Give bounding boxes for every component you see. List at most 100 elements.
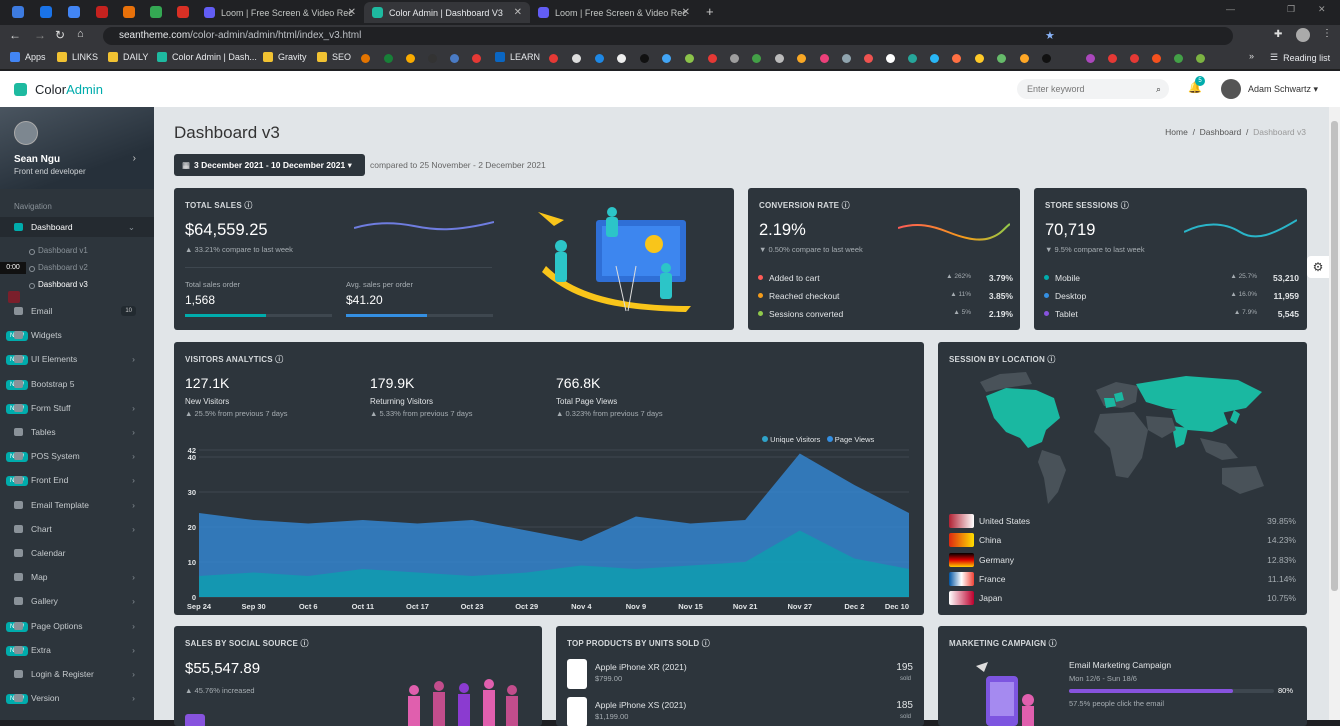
bookmark-icon[interactable]: [450, 54, 459, 63]
bookmark-icon[interactable]: [361, 54, 370, 63]
sidebar-item-ui-elements[interactable]: UI ElementsNEW›: [0, 349, 154, 369]
bookmark-icon[interactable]: [685, 54, 694, 63]
bookmark-link[interactable]: LEARN: [495, 52, 540, 62]
sidebar-subitem[interactable]: Dashboard v1: [38, 246, 88, 255]
restore-button[interactable]: ❐: [1287, 4, 1295, 15]
bookmark-folder[interactable]: SEO: [317, 52, 351, 62]
bookmark-icon[interactable]: [930, 54, 939, 63]
close-window-button[interactable]: ✕: [1318, 4, 1326, 15]
bookmark-icon[interactable]: [842, 54, 851, 63]
sidebar-item-tables[interactable]: Tables›: [0, 422, 154, 442]
bookmark-icon[interactable]: [775, 54, 784, 63]
browser-tab-active[interactable]: Color Admin | Dashboard V3✕: [364, 2, 530, 23]
bookmark-icon[interactable]: [1042, 54, 1051, 63]
sidebar-item-widgets[interactable]: WidgetsNEW: [0, 325, 154, 345]
gmail-tab-icon[interactable]: [96, 6, 108, 18]
info-icon[interactable]: ⓘ: [244, 201, 252, 210]
user-menu[interactable]: Adam Schwartz ▾: [1248, 84, 1318, 95]
bookmark-icon[interactable]: [662, 54, 671, 63]
info-icon[interactable]: ⓘ: [1049, 639, 1057, 648]
sidebar-item-version[interactable]: VersionNEW›: [0, 688, 154, 708]
date-range-button[interactable]: ▦3 December 2021 - 10 December 2021 ▾: [174, 154, 365, 176]
user-avatar[interactable]: [1221, 79, 1241, 99]
bookmark-apps[interactable]: Apps: [10, 52, 46, 62]
minimize-button[interactable]: —: [1226, 4, 1235, 14]
search-input[interactable]: Enter keyword⌕: [1017, 79, 1169, 99]
pinned-tab-icon[interactable]: [40, 6, 52, 18]
pinned-tab-icon[interactable]: [12, 6, 24, 18]
product-name[interactable]: Apple iPhone XS (2021): [595, 700, 686, 710]
bookmark-icon[interactable]: [1108, 54, 1117, 63]
pinned-tab-icon[interactable]: [150, 6, 162, 18]
scrollbar-thumb[interactable]: [1331, 121, 1338, 591]
bookmark-star-icon[interactable]: ★: [1045, 29, 1055, 42]
pinned-tab-icon[interactable]: [123, 6, 135, 18]
page-scrollbar[interactable]: [1329, 107, 1340, 720]
browser-tab[interactable]: Loom | Free Screen & Video Rec✕: [196, 2, 364, 23]
back-icon[interactable]: ←: [9, 28, 21, 42]
profile-avatar[interactable]: [1296, 28, 1310, 42]
reload-icon[interactable]: ↻: [55, 28, 65, 42]
bookmark-icon[interactable]: [1020, 54, 1029, 63]
close-tab-icon[interactable]: ✕: [514, 7, 522, 18]
sidebar-item-front-end[interactable]: Front EndNEW›: [0, 470, 154, 490]
sidebar-item-chart[interactable]: Chart›: [0, 519, 154, 539]
bookmark-icon[interactable]: [730, 54, 739, 63]
info-icon[interactable]: ⓘ: [1047, 355, 1055, 364]
bookmark-icon[interactable]: [886, 54, 895, 63]
bookmark-icon[interactable]: [572, 54, 581, 63]
bookmark-icon[interactable]: [975, 54, 984, 63]
bookmark-icon[interactable]: [1174, 54, 1183, 63]
bookmark-icon[interactable]: [1196, 54, 1205, 63]
bookmark-folder[interactable]: LINKS: [57, 52, 98, 62]
home-icon[interactable]: ⌂: [77, 28, 84, 40]
bookmark-link[interactable]: Color Admin | Dash...: [157, 52, 257, 62]
bookmark-folder[interactable]: DAILY: [108, 52, 148, 62]
product-image[interactable]: [567, 659, 587, 689]
social-icon[interactable]: [185, 714, 205, 726]
close-tab-icon[interactable]: ✕: [348, 7, 356, 18]
url-field[interactable]: seantheme.com/color-admin/admin/html/ind…: [103, 27, 1233, 45]
world-map[interactable]: [976, 368, 1276, 508]
pinned-tab-icon[interactable]: [68, 6, 80, 18]
browser-tab[interactable]: Loom | Free Screen & Video Rec✕: [530, 2, 698, 23]
bookmark-icon[interactable]: [384, 54, 393, 63]
bookmark-icon[interactable]: [997, 54, 1006, 63]
sidebar-item-gallery[interactable]: Gallery›: [0, 591, 154, 611]
sidebar-item-login-register[interactable]: Login & Register›: [0, 664, 154, 684]
reading-list[interactable]: ☰Reading list: [1270, 52, 1330, 63]
bookmark-icon[interactable]: [820, 54, 829, 63]
forward-icon[interactable]: →: [34, 28, 46, 42]
theme-settings-gear-icon[interactable]: ⚙: [1307, 256, 1329, 278]
bookmark-icon[interactable]: [472, 54, 481, 63]
bookmark-icon[interactable]: [595, 54, 604, 63]
bookmark-icon[interactable]: [640, 54, 649, 63]
bookmark-icon[interactable]: [797, 54, 806, 63]
info-icon[interactable]: ⓘ: [842, 201, 850, 210]
sidebar-item-form-stuff[interactable]: Form StuffNEW›: [0, 398, 154, 418]
campaign-name[interactable]: Email Marketing Campaign: [1069, 660, 1171, 670]
info-icon[interactable]: ⓘ: [300, 639, 308, 648]
new-tab-button[interactable]: +: [706, 4, 714, 19]
sidebar-item-dashboard[interactable]: Dashboard⌄: [0, 217, 154, 237]
bookmark-icon[interactable]: [1152, 54, 1161, 63]
info-icon[interactable]: ⓘ: [275, 355, 283, 364]
bookmark-icon[interactable]: [1086, 54, 1095, 63]
bookmark-icon[interactable]: [752, 54, 761, 63]
bookmark-icon[interactable]: [428, 54, 437, 63]
sidebar-item-pos-system[interactable]: POS SystemNEW›: [0, 446, 154, 466]
bookmark-icon[interactable]: [864, 54, 873, 63]
more-bookmarks-icon[interactable]: »: [1249, 51, 1254, 61]
sidebar-subitem[interactable]: Dashboard v2: [38, 263, 88, 272]
close-tab-icon[interactable]: ✕: [682, 7, 690, 18]
stop-recording-button[interactable]: [8, 291, 20, 303]
product-image[interactable]: [567, 697, 587, 726]
sidebar-item-calendar[interactable]: Calendar: [0, 543, 154, 563]
info-icon[interactable]: ⓘ: [1121, 201, 1129, 210]
bookmark-icon[interactable]: [708, 54, 717, 63]
bookmark-icon[interactable]: [549, 54, 558, 63]
sidebar-profile[interactable]: Sean Ngu Front end developer ›: [0, 107, 154, 189]
browser-menu-icon[interactable]: ⋮: [1322, 28, 1332, 39]
bookmark-icon[interactable]: [908, 54, 917, 63]
